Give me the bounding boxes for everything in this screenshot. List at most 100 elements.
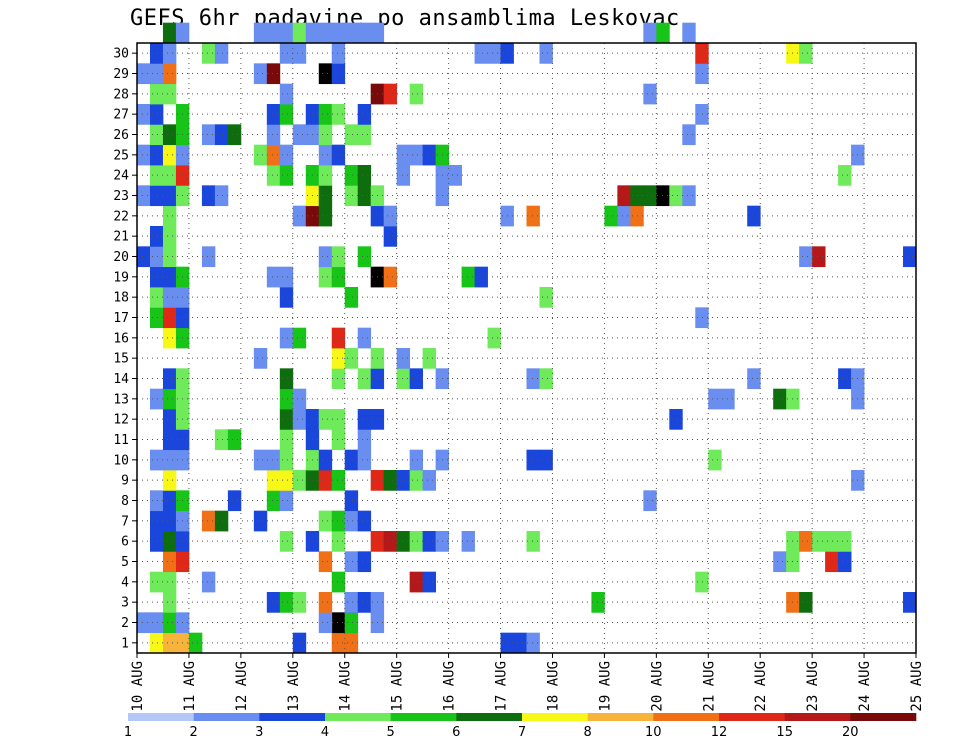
- heatmap-cell: [162, 327, 177, 349]
- heatmap-cell: [292, 124, 307, 146]
- colorbar-swatch: [193, 713, 260, 721]
- heatmap-cell: [292, 592, 307, 613]
- heatmap-cell: [682, 185, 696, 207]
- heatmap-cell: [422, 571, 437, 593]
- y-tick-label: 20: [113, 250, 129, 265]
- heatmap-cell: [383, 205, 398, 227]
- heatmap-cell: [409, 449, 424, 471]
- heatmap-cell: [137, 63, 151, 85]
- heatmap-cell: [162, 470, 177, 491]
- colorbar-swatch: [850, 713, 917, 721]
- heatmap-cell: [357, 449, 372, 471]
- heatmap-cell: [318, 104, 333, 125]
- heatmap-cell: [149, 388, 164, 410]
- heatmap-cell: [331, 43, 346, 64]
- heatmap-cell: [318, 22, 333, 44]
- heatmap-cell: [747, 205, 761, 227]
- y-tick-label: 28: [113, 87, 129, 102]
- y-tick-label: 7: [121, 514, 129, 529]
- heatmap-cell: [409, 144, 424, 166]
- heatmap-cell: [318, 612, 333, 634]
- heatmap-cell: [318, 510, 333, 532]
- heatmap-cell: [344, 449, 359, 471]
- heatmap-cell: [591, 592, 605, 613]
- heatmap-cell: [175, 22, 190, 44]
- heatmap-cell: [357, 185, 372, 207]
- heatmap-cell: [137, 185, 151, 207]
- heatmap-cell: [162, 22, 177, 44]
- heatmap-cell: [617, 185, 631, 207]
- heatmap-cell: [656, 185, 670, 207]
- colorbar-label: 15: [776, 725, 793, 740]
- heatmap-cell: [266, 104, 281, 125]
- heatmap-cell: [357, 429, 372, 451]
- heatmap-cell: [279, 104, 294, 125]
- heatmap-cell: [487, 327, 501, 349]
- heatmap-cell: [747, 368, 761, 390]
- heatmap-cell: [214, 510, 229, 532]
- heatmap-cell: [149, 246, 164, 268]
- y-tick-label: 3: [121, 596, 129, 611]
- heatmap-cell: [331, 63, 346, 85]
- heatmap-cell: [292, 409, 307, 430]
- heatmap-cell: [331, 470, 346, 491]
- heatmap-cell: [838, 368, 852, 390]
- x-tick-label: 15 AUG: [390, 661, 406, 712]
- heatmap-cell: [643, 22, 657, 44]
- heatmap-cell: [344, 348, 359, 369]
- colorbar-label: 8: [584, 725, 592, 740]
- heatmap-cell: [409, 571, 424, 593]
- heatmap-cell: [396, 165, 411, 186]
- heatmap-cell: [656, 22, 670, 44]
- heatmap-cell: [617, 205, 631, 227]
- x-tick-label: 19 AUG: [597, 661, 613, 712]
- heatmap-cell: [149, 226, 164, 247]
- heatmap-cell: [357, 104, 372, 125]
- heatmap-cell: [396, 348, 411, 369]
- heatmap-cell: [409, 83, 424, 105]
- heatmap-cell: [344, 165, 359, 186]
- heatmap-cell: [422, 531, 437, 552]
- colorbar-label: 7: [518, 725, 526, 740]
- heatmap-cell: [292, 327, 307, 349]
- heatmap-cell: [162, 571, 177, 593]
- heatmap-cell: [799, 43, 813, 64]
- heatmap-cell: [279, 470, 294, 491]
- heatmap-cell: [201, 510, 216, 532]
- colorbar-label: 6: [452, 725, 460, 740]
- heatmap-cell: [149, 612, 164, 634]
- heatmap-cell: [253, 22, 268, 44]
- heatmap-cell: [331, 327, 346, 349]
- colorbar-swatch: [522, 713, 588, 721]
- heatmap-cell: [162, 185, 177, 207]
- heatmap-cell: [292, 205, 307, 227]
- y-tick-label: 19: [113, 270, 129, 285]
- heatmap-cell: [162, 165, 177, 186]
- x-tick-label: 14 AUG: [338, 661, 354, 712]
- heatmap-cell: [214, 124, 229, 146]
- heatmap-cell: [383, 83, 398, 105]
- heatmap-cell: [279, 22, 294, 44]
- heatmap-cell: [279, 409, 294, 430]
- y-tick-label: 17: [113, 311, 129, 326]
- heatmap-cell: [266, 22, 281, 44]
- heatmap-cell: [344, 185, 359, 207]
- heatmap-cell: [357, 409, 372, 430]
- heatmap-cell: [266, 266, 281, 288]
- heatmap-cell: [331, 144, 346, 166]
- x-tick-label: 25 AUG: [909, 661, 925, 712]
- heatmap-cell: [227, 490, 242, 512]
- heatmap-cell: [137, 246, 151, 268]
- heatmap-cell: [253, 63, 268, 85]
- heatmap-cell: [409, 368, 424, 390]
- heatmap-cell: [331, 429, 346, 451]
- heatmap-cell: [149, 63, 164, 85]
- heatmap-cell: [162, 63, 177, 85]
- heatmap-cell: [812, 246, 826, 268]
- heatmap-cell: [448, 165, 462, 186]
- heatmap-cell: [487, 43, 501, 64]
- heatmap-cell: [279, 266, 294, 288]
- heatmap-cell: [266, 124, 281, 146]
- heatmap-cell: [318, 124, 333, 146]
- heatmap-cell: [279, 531, 294, 552]
